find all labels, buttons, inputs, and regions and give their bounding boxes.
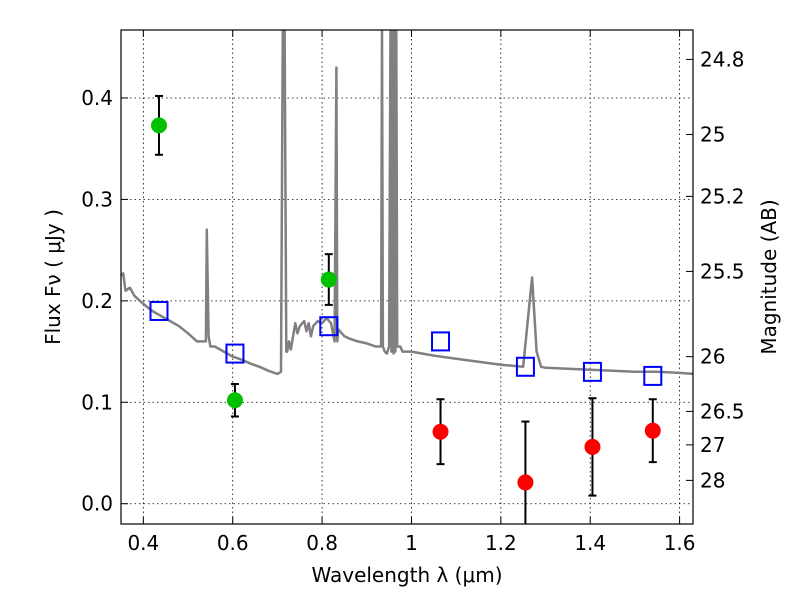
y2-axis-label: Magnitude (AB)	[757, 199, 781, 354]
y-tick-label: 0.4	[81, 86, 113, 110]
blue-open-square-point	[643, 365, 663, 386]
blue-open-square-point	[515, 356, 535, 377]
y2-tick-label: 28	[700, 468, 725, 492]
x-tick-label: 1.2	[485, 531, 517, 555]
x-tick-label: 1	[405, 531, 418, 555]
green-data-point	[150, 117, 167, 134]
y2-tick-label: 26.5	[700, 399, 745, 423]
y2-tick-label: 27	[700, 433, 725, 457]
blue-open-square-point	[582, 361, 602, 382]
green-data-point	[226, 392, 243, 409]
y2-tick-label: 25	[700, 122, 725, 146]
red-data-point	[432, 423, 449, 440]
blue-open-square-point	[319, 316, 339, 337]
x-tick-label: 0.6	[217, 531, 249, 555]
red-data-point	[584, 438, 601, 455]
axis-ticks: 0.4 0.6 0.8 1 1.2 1.4 1.6 0.0 0.1 0.2 0.3 0.4 24.8 25…	[81, 30, 745, 555]
y-tick-label: 0.1	[81, 390, 113, 414]
x-tick-label: 0.4	[127, 531, 159, 555]
blue-open-square-point	[225, 343, 245, 364]
y2-tick-label: 25.5	[700, 259, 745, 283]
y-tick-label: 0.3	[81, 187, 113, 211]
grid-lines	[121, 30, 693, 524]
x-tick-label: 1.4	[574, 531, 606, 555]
green-data-point	[320, 271, 337, 288]
red-data-point	[644, 422, 661, 439]
x-axis-label: Wavelength λ (μm)	[311, 563, 502, 587]
red-data-point	[517, 474, 534, 491]
x-tick-label: 0.8	[306, 531, 338, 555]
x-tick-label: 1.6	[664, 531, 696, 555]
y2-tick-label: 25.2	[700, 184, 745, 208]
y-tick-label: 0.0	[81, 492, 113, 516]
y2-tick-label: 26	[700, 345, 725, 369]
y-axis-label: Flux Fν ( μJy )	[41, 209, 65, 345]
blue-open-square-point	[149, 300, 169, 321]
spectrum-line	[121, 30, 693, 376]
y2-tick-label: 24.8	[700, 47, 745, 71]
blue-open-square-point	[431, 331, 451, 352]
plot-frame	[120, 29, 694, 525]
y-tick-label: 0.2	[81, 289, 113, 313]
series-layer	[121, 30, 693, 524]
